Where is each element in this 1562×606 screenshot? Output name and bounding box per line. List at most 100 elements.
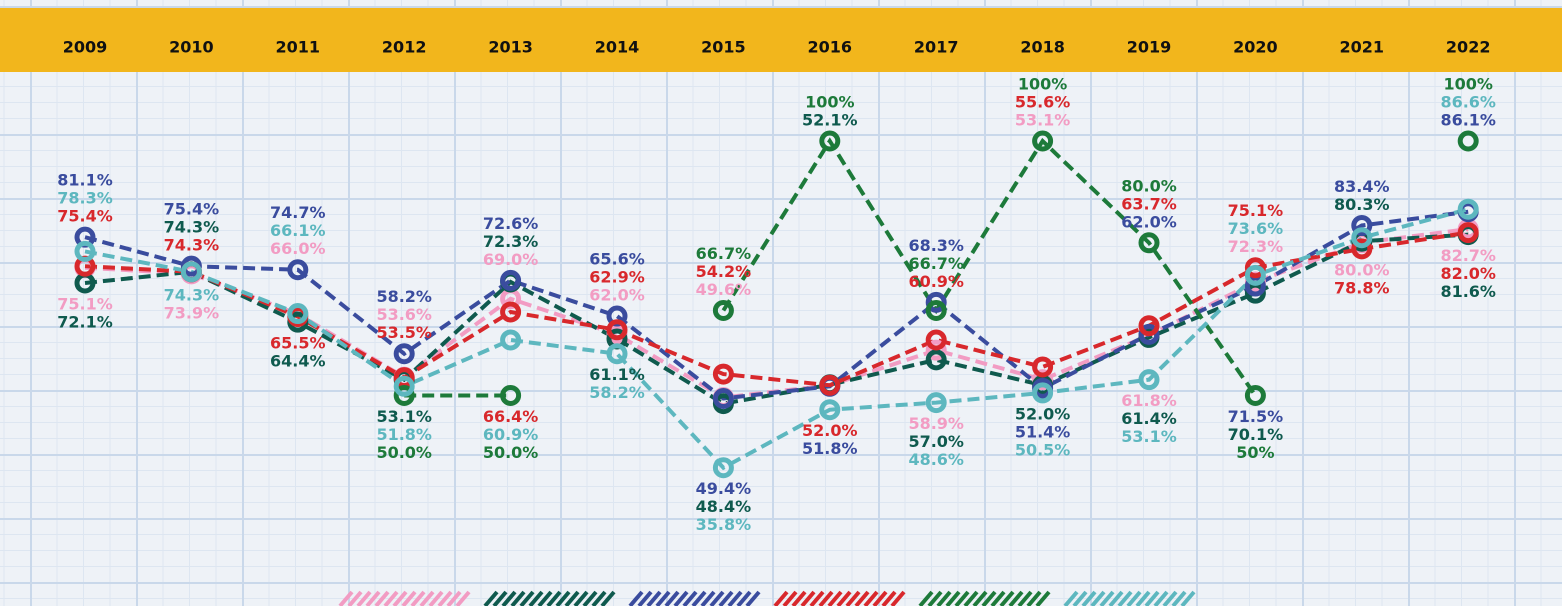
legend-stroke (827, 590, 843, 606)
data-label: 55.6% (1015, 93, 1071, 112)
data-point (1244, 257, 1266, 279)
data-label: 57.0% (908, 432, 964, 451)
legend-stroke (374, 590, 390, 606)
legend-stroke (718, 590, 734, 606)
legend-stroke (881, 590, 897, 606)
data-label: 61.4% (1121, 409, 1177, 428)
legend-stroke (365, 590, 381, 606)
x-tick-label: 2013 (488, 38, 533, 57)
data-label: 53.6% (376, 305, 432, 324)
legend-stroke (800, 590, 816, 606)
data-label: 50.0% (376, 443, 432, 462)
data-label: 74.3% (164, 218, 220, 237)
data-label: 80.0% (1121, 176, 1177, 195)
data-point (1244, 264, 1266, 286)
legend-stroke (428, 590, 444, 606)
data-label: 62.0% (589, 286, 645, 305)
data-label: 63.7% (1121, 194, 1177, 213)
data-label: 75.1% (57, 294, 113, 313)
legend-stroke (1017, 590, 1033, 606)
legend-stroke (727, 590, 743, 606)
x-tick-label: 2022 (1446, 38, 1491, 57)
legend-stroke (1162, 590, 1178, 606)
legend-stroke (1035, 590, 1051, 606)
x-tick-label: 2020 (1233, 38, 1278, 57)
legend-stroke (338, 590, 354, 606)
legend-stroke (591, 590, 607, 606)
data-label: 86.6% (1440, 93, 1496, 112)
data-label: 73.9% (164, 303, 220, 322)
data-label: 48.4% (696, 497, 752, 516)
data-label: 58.2% (589, 383, 645, 402)
data-label: 75.1% (1228, 201, 1284, 220)
data-label: 78.3% (57, 189, 113, 208)
data-point (1457, 130, 1479, 152)
data-label: 69.0% (483, 250, 539, 269)
header-band (0, 8, 1562, 72)
legend-stroke (446, 590, 462, 606)
data-point (1244, 384, 1266, 406)
data-label: 66.7% (696, 244, 752, 263)
legend-stroke (392, 590, 408, 606)
legend-stroke (1135, 590, 1151, 606)
legend-stroke (809, 590, 825, 606)
legend-swatch (628, 590, 761, 606)
legend-stroke (872, 590, 888, 606)
legend-stroke (564, 590, 580, 606)
data-point (1457, 222, 1479, 244)
data-label: 68.3% (908, 236, 964, 255)
legend-stroke (501, 590, 517, 606)
data-point (1138, 232, 1160, 254)
legend-stroke (1117, 590, 1133, 606)
data-point (393, 343, 415, 365)
data-point (925, 291, 947, 313)
data-label: 83.4% (1334, 177, 1390, 196)
legend-stroke (954, 590, 970, 606)
data-label: 53.1% (1121, 427, 1177, 446)
legend-stroke (1081, 590, 1097, 606)
legend-stroke (437, 590, 453, 606)
data-point (606, 319, 628, 341)
x-tick-label: 2019 (1127, 38, 1172, 57)
legend-swatch (483, 590, 616, 606)
data-label: 52.0% (1015, 404, 1071, 423)
legend-stroke (637, 590, 653, 606)
x-tick-label: 2012 (382, 38, 427, 57)
data-point (1032, 382, 1054, 404)
data-label: 52.0% (802, 421, 858, 440)
data-label: 75.4% (57, 207, 113, 226)
legend-stroke (936, 590, 952, 606)
legend-stroke (537, 590, 553, 606)
legend-stroke (945, 590, 961, 606)
legend-stroke (963, 590, 979, 606)
x-tick-label: 2015 (701, 38, 746, 57)
x-tick-label: 2014 (595, 38, 640, 57)
data-point (819, 374, 841, 396)
data-label: 82.7% (1440, 246, 1496, 265)
data-label: 51.4% (1015, 422, 1071, 441)
legend-swatch (338, 590, 471, 606)
data-label: 53.1% (1015, 111, 1071, 130)
legend-stroke (1180, 590, 1196, 606)
legend-stroke (836, 590, 852, 606)
legend-stroke (410, 590, 426, 606)
legend-stroke (600, 590, 616, 606)
legend-stroke (999, 590, 1015, 606)
legend-stroke (1072, 590, 1088, 606)
x-tick-label: 2021 (1340, 38, 1385, 57)
data-point (1032, 356, 1054, 378)
x-tick-label: 2016 (808, 38, 853, 57)
data-label: 51.8% (376, 425, 432, 444)
legend-stroke (972, 590, 988, 606)
data-label: 74.3% (164, 285, 220, 304)
legend-stroke (1171, 590, 1187, 606)
legend-stroke (1099, 590, 1115, 606)
data-point (287, 303, 309, 325)
data-label: 66.7% (908, 254, 964, 273)
data-label: 50.0% (483, 443, 539, 462)
legend-stroke (782, 590, 798, 606)
data-label: 50% (1236, 443, 1274, 462)
data-label: 60.9% (908, 272, 964, 291)
legend-stroke (890, 590, 906, 606)
